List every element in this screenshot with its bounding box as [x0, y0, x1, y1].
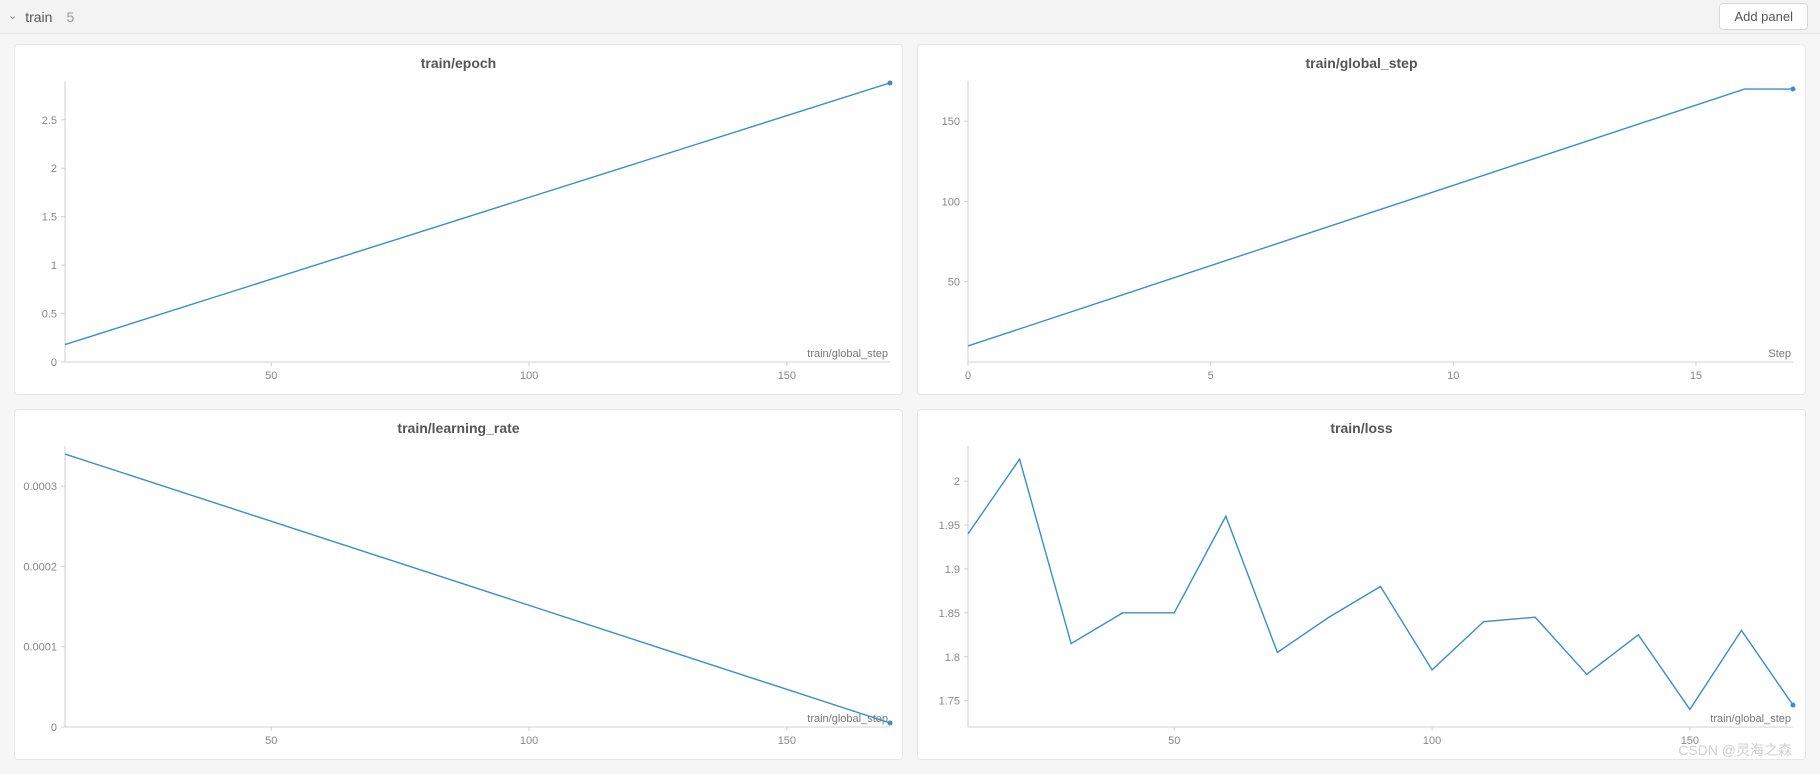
svg-text:train/global_step: train/global_step — [1710, 713, 1791, 725]
svg-text:0: 0 — [51, 357, 57, 369]
svg-text:150: 150 — [942, 116, 960, 128]
chevron-down-icon: ⌄ — [8, 9, 17, 22]
svg-text:50: 50 — [948, 277, 960, 289]
panel-title: train/learning_rate — [15, 410, 902, 440]
svg-text:1.75: 1.75 — [939, 696, 960, 708]
svg-text:100: 100 — [1423, 735, 1441, 747]
svg-text:1.95: 1.95 — [939, 520, 960, 532]
svg-text:150: 150 — [778, 370, 796, 382]
svg-text:50: 50 — [265, 370, 277, 382]
chart-area: 50 100 150 0 5 10 15 Step — [918, 75, 1805, 394]
panel-learning-rate[interactable]: train/learning_rate 0 0.0001 0.0002 0.0003 5… — [14, 409, 903, 760]
panel-loss[interactable]: train/loss 1.75 1.8 1.85 1.9 1.95 2 50 100 150 tr… — [917, 409, 1806, 760]
svg-text:150: 150 — [778, 735, 796, 747]
svg-text:1.8: 1.8 — [945, 652, 960, 664]
svg-text:train/global_step: train/global_step — [807, 348, 888, 360]
svg-text:1.5: 1.5 — [42, 212, 57, 224]
add-panel-button[interactable]: Add panel — [1719, 3, 1808, 30]
svg-text:2: 2 — [954, 476, 960, 488]
panel-epoch[interactable]: train/epoch 0 0.5 1 1.5 2 2.5 50 100 150 train/gl… — [14, 44, 903, 395]
svg-text:15: 15 — [1690, 370, 1702, 382]
svg-text:1.85: 1.85 — [939, 608, 960, 620]
section-name: train — [25, 9, 52, 25]
panel-title: train/loss — [918, 410, 1805, 440]
svg-text:2.5: 2.5 — [42, 115, 57, 127]
svg-text:10: 10 — [1447, 370, 1459, 382]
svg-text:0: 0 — [51, 722, 57, 734]
section-title-group[interactable]: ⌄ train 5 — [8, 9, 74, 25]
svg-text:1.9: 1.9 — [945, 564, 960, 576]
svg-text:100: 100 — [520, 370, 538, 382]
chart-area: 0 0.5 1 1.5 2 2.5 50 100 150 train/global_step — [15, 75, 902, 394]
svg-text:100: 100 — [942, 196, 960, 208]
svg-text:0.0001: 0.0001 — [23, 642, 57, 654]
svg-text:50: 50 — [265, 735, 277, 747]
svg-text:0.0002: 0.0002 — [23, 561, 57, 573]
chart-area: 1.75 1.8 1.85 1.9 1.95 2 50 100 150 train/global_… — [918, 440, 1805, 759]
chart-area: 00.00010.00020.000350100150train/global_… — [15, 440, 902, 759]
svg-text:1: 1 — [51, 260, 57, 272]
svg-text:5: 5 — [1208, 370, 1214, 382]
section-header: ⌄ train 5 Add panel — [0, 0, 1820, 34]
panel-global-step[interactable]: train/global_step 50 100 150 0 5 10 15 Step — [917, 44, 1806, 395]
svg-text:0.5: 0.5 — [42, 309, 57, 321]
svg-text:0: 0 — [965, 370, 971, 382]
svg-text:150: 150 — [1681, 735, 1699, 747]
panel-title: train/global_step — [918, 45, 1805, 75]
svg-text:100: 100 — [520, 735, 538, 747]
panel-title: train/epoch — [15, 45, 902, 75]
panel-grid: train/epoch 00.511.522.550100150train/gl… — [0, 34, 1820, 774]
svg-text:0.0003: 0.0003 — [23, 481, 57, 493]
svg-text:50: 50 — [1168, 735, 1180, 747]
section-count: 5 — [66, 9, 74, 25]
svg-text:2: 2 — [51, 163, 57, 175]
svg-text:Step: Step — [1768, 348, 1791, 360]
